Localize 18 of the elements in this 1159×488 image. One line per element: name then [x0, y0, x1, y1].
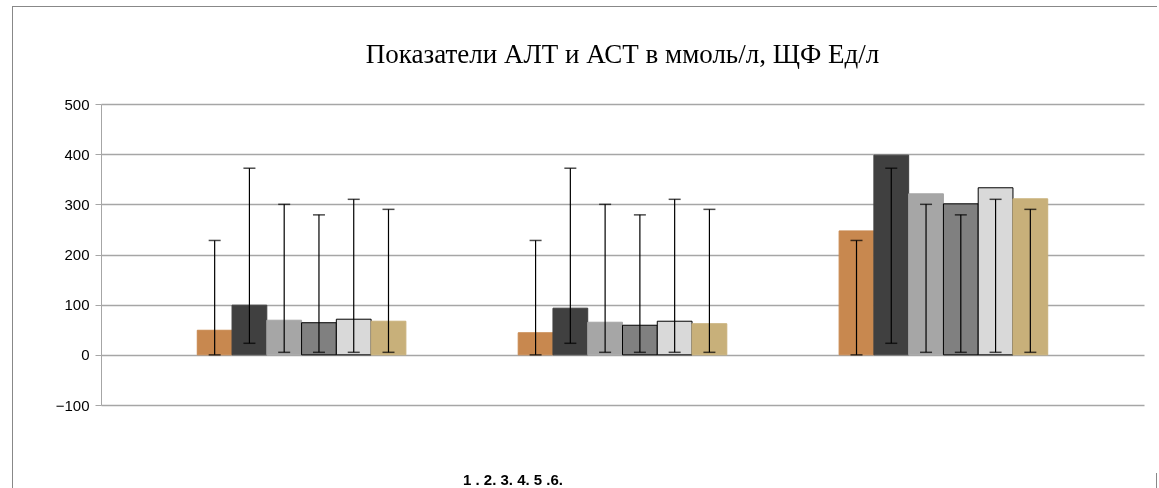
bar [231, 304, 268, 356]
bar [691, 323, 728, 356]
y-tick-label: 500 [64, 95, 90, 113]
bar [552, 307, 589, 356]
y-tick-label: 300 [64, 195, 90, 213]
text: 1 . 2. 3. 4. 5 .6. [461, 471, 565, 488]
bar [838, 230, 875, 356]
bar [517, 332, 554, 356]
chart-title: Показатели АЛТ и АСТ в ммоль/л, ЩФ Ед/л [365, 39, 880, 69]
y-tick-label: 100 [64, 296, 90, 314]
bar [370, 320, 407, 356]
y-tick-label: 400 [64, 145, 90, 163]
bar [1012, 198, 1049, 356]
y-tick-label: −100 [55, 396, 90, 414]
y-tick-label: 200 [64, 246, 90, 263]
y-tick-label: 0 [81, 346, 90, 364]
bar [196, 329, 233, 356]
bar [873, 154, 910, 356]
